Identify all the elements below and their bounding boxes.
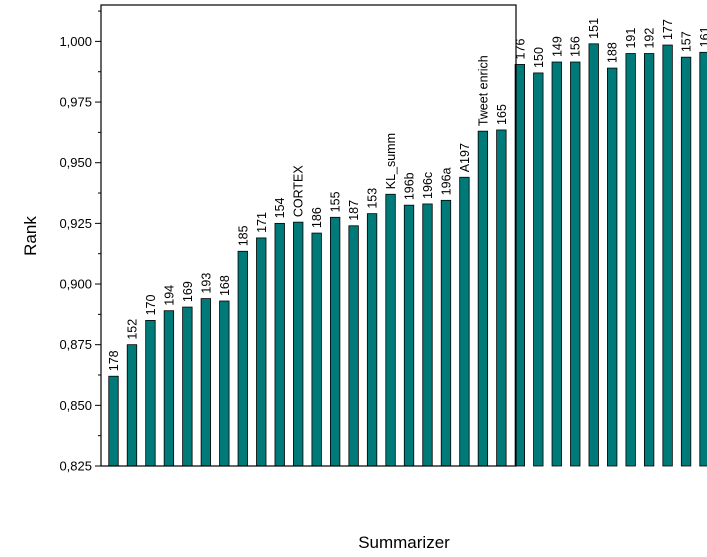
bar [422,203,433,467]
y-tick-label: 1,000 [59,34,92,49]
bar-label: 191 [624,28,638,49]
bar [366,213,378,467]
bar [329,216,341,467]
bar-label: 152 [125,319,139,340]
bar-label: 188 [606,42,620,63]
bar [163,310,175,467]
bar [551,61,562,467]
bar-label: 193 [199,273,213,294]
plot-frame [100,4,517,467]
bar-label: 178 [107,350,121,371]
bar-labels-group: 178 152 170 194 169 193 168 185 171 154 CORTEX 186 1… [107,18,707,371]
y-tick-label: 0,875 [59,337,92,352]
bar-label: 176 [513,39,527,60]
y-tick-label: 0,950 [59,155,92,170]
bar [182,306,193,467]
bar-label: 192 [643,28,657,49]
bar-label: A197 [458,143,472,172]
bars-group [108,43,707,467]
bar-label: 194 [162,285,176,306]
bar [662,44,673,467]
bar-label: 196a [439,167,453,195]
bar-label: KL_summ [384,133,398,189]
bar-label: 169 [181,281,195,302]
bar-label: 170 [144,295,158,316]
bar-label: 150 [532,47,546,68]
y-tick-label: 0,850 [59,398,92,413]
y-tick-label: 0,825 [59,459,92,474]
bar [533,72,544,467]
bar-label: 156 [569,36,583,57]
bar [311,232,322,467]
bar-label: 155 [329,191,343,212]
bar [440,199,452,467]
bar [514,64,525,467]
bar-label: 151 [587,18,601,39]
bar [496,129,507,467]
bar-label: Tweet enrich [476,55,490,126]
bar-label: 157 [680,31,694,52]
y-tick-label: 0,975 [59,95,92,110]
y-tick-label: 0,900 [59,277,92,292]
bar [274,222,285,467]
bar-label: 168 [218,275,232,296]
bar-label: 187 [347,200,361,221]
bar-label: 196c [421,172,435,199]
bar [403,204,415,467]
bar [699,51,707,467]
bar [145,320,156,467]
bar [625,53,636,467]
y-axis-title: Rank [21,216,40,256]
bar [219,300,230,467]
bar [385,193,396,467]
bar [588,43,599,467]
bar [293,221,304,467]
bar-label: 171 [255,212,269,233]
bar-label: 196b [403,172,417,200]
bar [459,176,470,467]
bar-label: 186 [310,207,324,228]
bar [126,344,138,467]
bar-label: 177 [661,19,675,40]
bar-label: 154 [273,197,287,218]
bar-label: CORTEX [292,165,306,218]
bar [237,250,248,467]
bar-label: 149 [550,36,564,57]
bar [570,61,581,467]
x-axis-title: Summarizer [358,533,450,552]
bar [348,225,359,467]
bar [256,237,267,467]
bar [477,130,489,467]
bar [680,56,692,467]
bar-label: 165 [495,104,509,125]
y-axis-ticks: 0,825 0,850 0,875 0,900 0,925 0,950 0,975 1,000 [59,10,101,474]
bar [643,53,655,467]
bar [200,298,212,467]
bar [108,375,119,467]
bar [607,67,618,467]
bar-label: 185 [236,225,250,246]
bar-label: 161 [698,26,707,47]
y-tick-label: 0,925 [59,216,92,231]
bar-label: 153 [366,188,380,209]
